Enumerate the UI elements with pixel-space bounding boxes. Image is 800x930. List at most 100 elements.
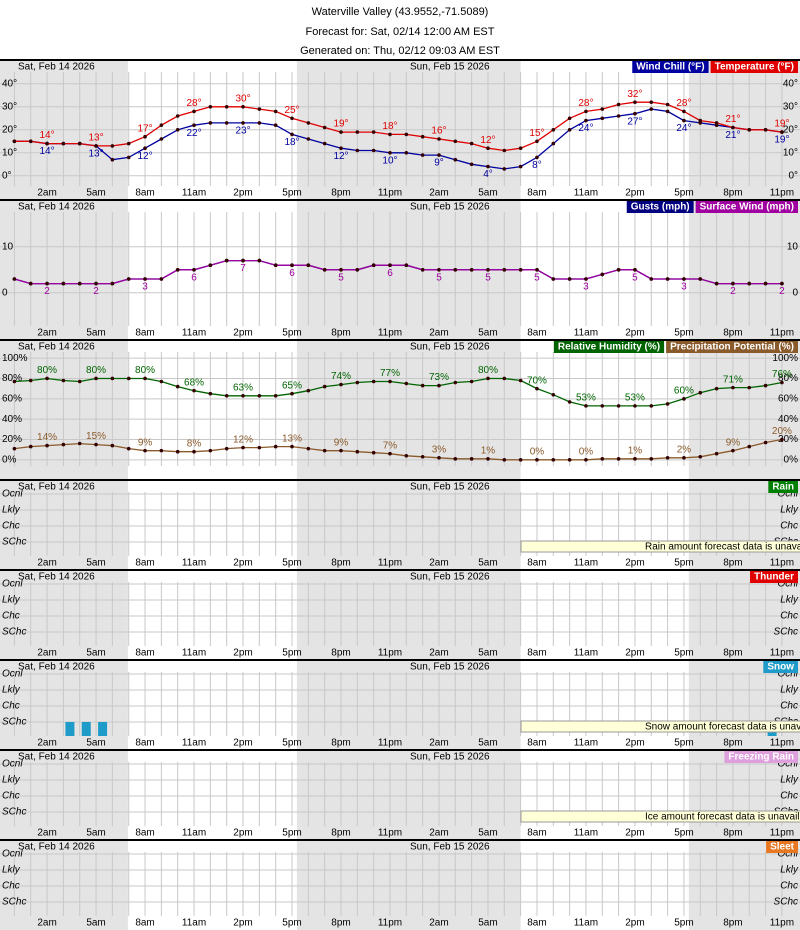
night-shade [688,200,800,340]
x-tick-label: 2am [429,188,448,199]
night-shade [0,200,128,340]
data-point [535,139,539,144]
data-label: 18° [284,137,299,148]
x-tick-label: 11am [574,648,598,659]
data-point [404,381,409,386]
legend-box [632,61,709,73]
data-label: 73% [429,372,449,383]
x-tick-label: 8pm [331,918,350,929]
data-point [453,157,458,162]
level-label: Chc [2,881,20,892]
series-line [14,438,783,461]
level-label: Ocnl [2,759,23,770]
data-point [322,268,327,272]
level-label: Chc [2,521,20,532]
level-label: Lkly [780,505,799,516]
x-tick-label: 11pm [378,648,402,659]
x-tick-label: 5am [86,648,105,659]
data-point [61,141,66,146]
data-label: 24° [676,123,691,134]
data-point [273,263,278,268]
data-point [600,107,605,111]
series-line [14,377,783,407]
data-point [94,376,98,381]
data-label: 6 [191,272,197,283]
x-tick-label: 2am [429,328,448,339]
data-label: 25° [284,105,299,116]
data-point [665,277,670,281]
data-label: 30° [235,93,250,104]
level-label: SChc [2,807,26,818]
data-point [339,130,343,134]
x-tick-label: 2pm [233,188,252,199]
data-label: 74% [331,371,351,382]
data-label: 80% [86,365,106,376]
data-point [126,277,131,281]
data-point [453,380,458,385]
data-point [518,164,523,169]
data-label: 13% [282,433,302,444]
data-label: 53% [576,393,596,404]
data-point [241,393,245,398]
x-tick-label: 11am [574,918,598,929]
data-point [665,402,670,406]
x-tick-label: 11pm [378,918,402,929]
legend-box [553,341,665,353]
y-tick-label: 40% [2,414,22,425]
x-tick-label: 8am [527,328,546,339]
level-label: Ocnl [2,489,23,500]
data-label: 14° [39,146,54,157]
x-tick-label: 8pm [723,738,742,749]
data-point [420,134,425,139]
data-label: 13° [88,133,103,144]
data-label: 5 [632,272,638,283]
data-point [600,457,605,461]
snow-bar [81,722,91,736]
x-tick-label: 2am [429,828,448,839]
snow-bar [65,722,75,736]
data-point [143,376,147,381]
legend-box [763,661,798,673]
data-point [273,393,278,398]
y-tick-label: 80% [778,373,798,384]
x-tick-label: 11pm [378,328,402,339]
data-point [469,379,474,384]
data-point [306,121,311,125]
x-tick-label: 2pm [625,188,644,199]
level-label: Lkly [780,685,799,696]
data-label: 12° [480,135,495,146]
data-label: 9% [334,437,349,448]
x-tick-label: 11am [182,558,206,569]
legend-box [710,61,798,73]
data-point [77,141,82,146]
date-label: Sat, Feb 14 2026 [18,62,95,73]
x-tick-label: 11am [574,738,598,749]
x-tick-label: 2pm [233,738,252,749]
data-point [208,121,213,125]
data-point [224,446,229,451]
night-shade [0,840,128,930]
x-tick-label: 8am [135,188,154,199]
data-point [159,277,164,281]
x-tick-label: 5am [86,188,105,199]
x-tick-label: 5pm [674,188,693,199]
data-point [322,141,327,146]
x-tick-label: 2am [37,558,56,569]
date-label: Sat, Feb 14 2026 [18,662,95,673]
date-label: Sun, Feb 15 2026 [410,202,490,213]
data-label: 4° [483,169,493,180]
data-point [208,448,213,453]
data-label: 8% [187,438,202,449]
data-point [616,457,621,461]
x-tick-label: 8pm [723,558,742,569]
level-label: Ocnl [2,849,23,860]
x-tick-label: 5pm [674,738,693,749]
y-tick-label: 0% [2,454,17,465]
date-label: Sat, Feb 14 2026 [18,752,95,763]
data-point [567,277,572,281]
x-tick-label: 11pm [378,828,402,839]
x-tick-label: 5am [478,188,497,199]
data-point [192,109,196,114]
x-tick-label: 5pm [282,648,301,659]
date-label: Sun, Feb 15 2026 [410,752,490,763]
